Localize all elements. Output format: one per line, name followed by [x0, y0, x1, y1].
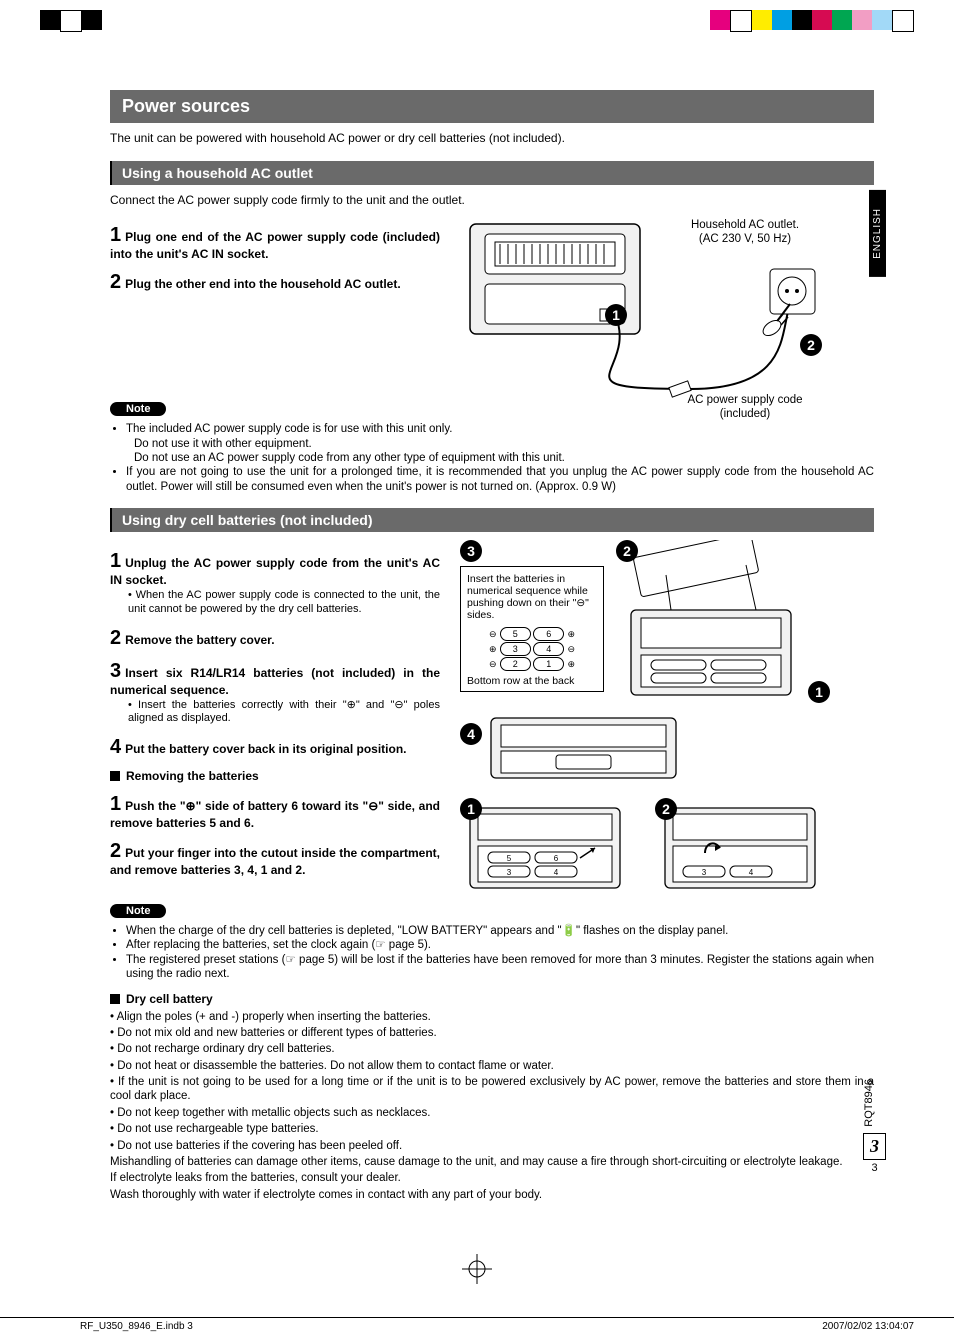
note-label-2: Note	[110, 904, 166, 918]
battery-heading: Using dry cell batteries (not included)	[110, 508, 874, 532]
footer-date: 2007/02/02 13:04:07	[822, 1321, 914, 1332]
footer: RF_U350_8946_E.indb 3 2007/02/02 13:04:0…	[0, 1317, 954, 1335]
section-title: Power sources	[110, 90, 874, 123]
step-marker-3-icon: 3	[460, 540, 482, 562]
remove-heading: Removing the batteries	[110, 769, 440, 783]
remove-illus-1: 1 5 6 3 4	[460, 798, 635, 896]
bat-step-1: 1Unplug the AC power supply code from th…	[110, 550, 440, 617]
ac-step-2: 2Plug the other end into the household A…	[110, 271, 440, 294]
svg-text:4: 4	[749, 868, 754, 877]
intro-text: The unit can be powered with household A…	[110, 131, 874, 147]
ac-step-1: 1Plug one end of the AC power supply cod…	[110, 224, 440, 261]
svg-text:5: 5	[507, 854, 512, 863]
remove-marker-2-icon: 2	[655, 798, 677, 820]
cord-label: AC power supply code (included)	[670, 394, 820, 422]
remove-step-1: 1Push the "⊕" side of battery 6 toward i…	[110, 793, 440, 830]
bat-step-3: 3Insert six R14/LR14 batteries (not incl…	[110, 660, 440, 727]
step-marker-1b-icon: 1	[808, 681, 830, 703]
note-label: Note	[110, 402, 166, 416]
svg-text:6: 6	[554, 854, 559, 863]
color-bar-right	[710, 10, 914, 30]
remove-illus-2: 2 3 4	[655, 798, 830, 896]
ac-lead: Connect the AC power supply code firmly …	[110, 193, 874, 209]
bat-step-4: 4Put the battery cover back in its origi…	[110, 736, 440, 759]
page-number-block: RQT8946 3 3	[863, 1079, 886, 1174]
svg-text:4: 4	[554, 868, 559, 877]
svg-text:3: 3	[507, 868, 512, 877]
battery-illustration: 3 Insert the batteries in numerical sequ…	[460, 540, 830, 896]
footer-file: RF_U350_8946_E.indb 3	[80, 1321, 193, 1332]
battery-notes: When the charge of the dry cell batterie…	[110, 924, 874, 982]
ac-heading: Using a household AC outlet	[110, 161, 874, 185]
bat-step-2: 2Remove the battery cover.	[110, 627, 440, 650]
step-marker-2b-icon: 2	[616, 540, 638, 562]
registration-mark-icon	[0, 1254, 954, 1287]
ac-illustration: 1 2 Household AC outlet. (AC 230 V, 50 H…	[460, 214, 830, 394]
svg-text:3: 3	[702, 868, 707, 877]
battery-sequence-box: Insert the batteries in numerical sequen…	[460, 566, 604, 692]
remove-marker-1-icon: 1	[460, 798, 482, 820]
outlet-label: Household AC outlet. (AC 230 V, 50 Hz)	[670, 219, 820, 247]
step-marker-4-icon: 4	[460, 723, 482, 745]
ac-notes: The included AC power supply code is for…	[110, 422, 874, 494]
remove-step-2: 2Put your finger into the cutout inside …	[110, 840, 440, 877]
drycell-heading: Dry cell battery	[110, 992, 874, 1006]
color-bar-left	[40, 10, 102, 30]
drycell-bullets: • Align the poles (+ and -) properly whe…	[110, 1010, 874, 1203]
